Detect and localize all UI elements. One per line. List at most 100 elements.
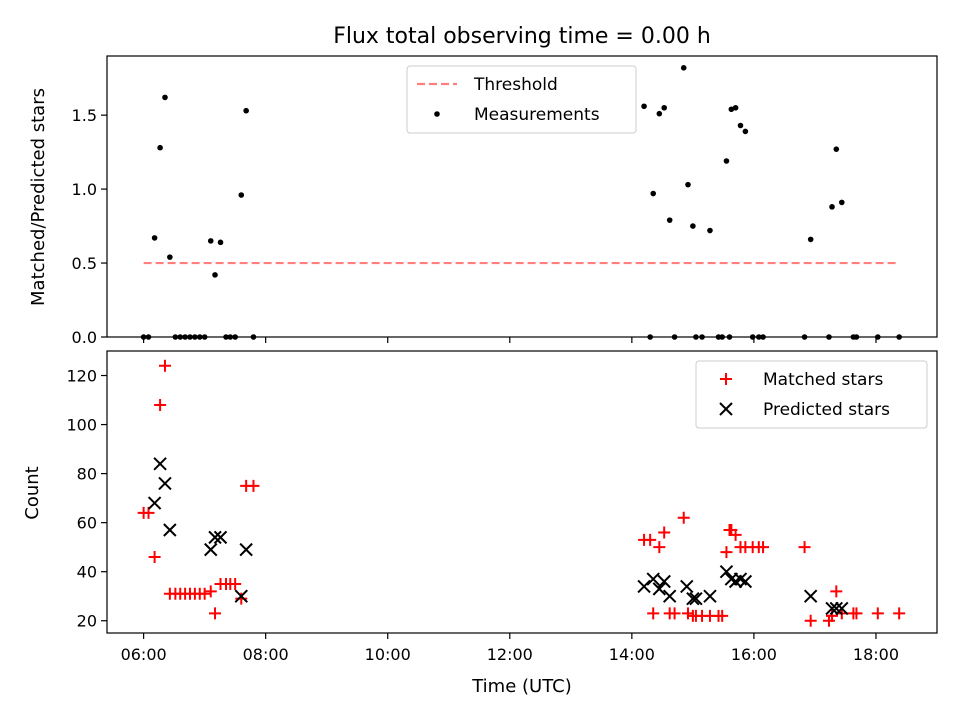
measurement-point [723,158,730,164]
matched-star-marker [647,607,660,620]
bottom-ytick-label: 80 [77,465,97,484]
measurement-point [728,106,735,113]
bottom-ylabel: Count [22,466,43,519]
matched-star-marker [677,511,690,524]
measurement-point [207,238,214,244]
matched-star-marker [148,550,161,563]
measurement-point [167,254,173,260]
matched-star-marker [871,607,884,620]
predicted-star-marker [829,601,844,616]
matched-star-marker [830,585,843,598]
predicted-star-marker [680,579,694,594]
bottom-ytick-label: 60 [77,514,97,533]
top-panel: 0.0 0.5 1.0 1.5 Threshold Measurements [72,55,938,347]
top-ytick-label: 1.0 [72,180,97,199]
measurement-point [162,94,168,101]
predicted-star-marker [662,589,677,603]
matched-star-marker [729,528,742,541]
matched-star-marker [668,607,681,620]
matched-star-marker [757,541,770,554]
predicted-star-marker [703,589,717,603]
matched-star-marker [209,607,222,620]
measurement-point [829,204,835,210]
legend-label: Matched stars [763,370,883,390]
bottom-legend-box [695,360,928,429]
predicted-star-marker [239,542,253,557]
predicted-star-marker [147,496,162,510]
bottom-ytick-label: 20 [77,612,97,631]
matched-star-marker [154,398,167,411]
legend-label: Predicted stars [763,400,890,420]
matched-star-marker [198,587,211,600]
matched-star-marker [653,541,666,554]
bottom-ytick-label: 100 [66,416,97,435]
measurement-point [151,235,158,241]
measurement-point [238,192,245,198]
predicted-star-marker [208,530,222,545]
top-ytick-label: 0.0 [72,328,97,347]
matched-star-marker [204,585,217,598]
measurement-point [650,190,657,197]
matched-star-marker [247,479,260,492]
predicted-star-marker [689,591,703,606]
top-ytick-label: 0.5 [72,254,97,273]
matched-star-marker [850,607,863,620]
measurement-point [243,107,249,114]
bottom-panel: 20 40 60 80 100 120 06:00 08:00 10:00 12:00 14:00 1… [66,350,938,664]
legend-label: Threshold [473,75,558,95]
measurement-point [807,236,814,243]
predicted-star-marker [738,574,753,589]
top-legend-box [406,65,637,134]
predicted-star-marker [835,601,849,616]
legend-matched-swatch [720,373,732,385]
legend-measurement-swatch [434,111,440,117]
measurement-point [661,104,667,111]
predicted-star-marker [657,574,671,589]
predicted-star-marker [652,582,667,596]
predicted-star-marker [163,523,177,537]
predicted-star-marker [646,572,660,586]
predicted-star-marker [637,579,651,594]
measurement-point [656,110,663,117]
measurement-point [680,65,687,71]
bottom-xtick-label: 14:00 [609,645,655,664]
measurement-point [212,272,218,278]
predicted-star-marker [158,476,172,491]
measurement-point [157,144,163,151]
measurement-point [742,128,749,135]
measurement-point [666,217,673,223]
measurement-point [690,223,696,229]
measurement-point [217,239,224,246]
predicted-star-marker [213,530,228,545]
bottom-ytick-label: 40 [77,563,97,582]
bottom-legend: Matched stars Predicted stars [695,360,928,429]
matched-star-marker [658,526,671,539]
matched-star-marker [720,546,733,559]
measurement-point [838,199,845,206]
measurement-point [641,103,647,110]
matched-star-marker [644,533,657,546]
matched-star-marker [716,609,729,622]
matched-star-marker [235,592,248,605]
predicted-star-marker [204,542,218,557]
top-axes-frame [106,55,938,338]
predicted-star-marker [825,601,839,616]
top-ytick-label: 1.5 [72,106,97,125]
bottom-xtick-label: 10:00 [365,645,411,664]
matched-star-marker [804,614,817,627]
bottom-xlabel: Time (UTC) [471,676,572,697]
bottom-xtick-label: 08:00 [243,645,289,664]
measurement-point [685,181,691,188]
matched-star-marker [229,577,242,590]
measurement-point [707,227,713,234]
bottom-xtick-label: 16:00 [731,645,777,664]
predicted-star-marker [803,589,818,603]
bottom-axes-frame [106,350,938,634]
measurement-point [737,122,744,129]
legend-label: Measurements [474,105,600,125]
top-legend: Threshold Measurements [406,65,637,134]
bottom-ytick-label: 120 [66,367,97,386]
measurement-point [732,104,739,111]
chart-title: Flux total observing time = 0.00 h [333,24,711,49]
